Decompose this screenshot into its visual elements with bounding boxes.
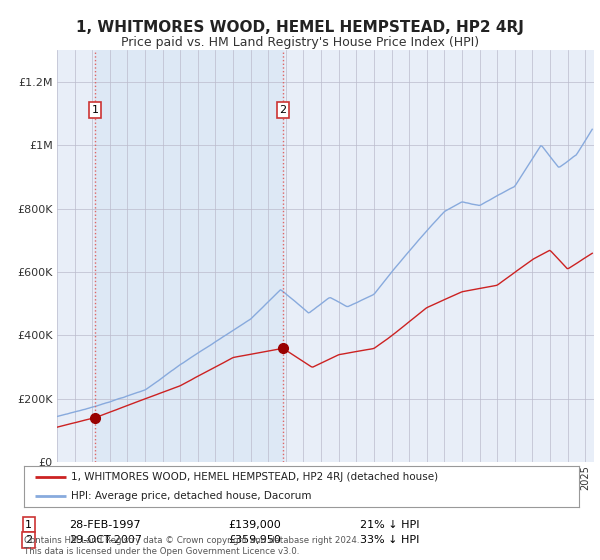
Text: £359,950: £359,950	[228, 535, 281, 545]
Text: Price paid vs. HM Land Registry's House Price Index (HPI): Price paid vs. HM Land Registry's House …	[121, 36, 479, 49]
Text: 21% ↓ HPI: 21% ↓ HPI	[360, 520, 419, 530]
Bar	[95, 50, 283, 462]
Text: 2: 2	[25, 535, 32, 545]
Text: 1, WHITMORES WOOD, HEMEL HEMPSTEAD, HP2 4RJ: 1, WHITMORES WOOD, HEMEL HEMPSTEAD, HP2 …	[76, 20, 524, 35]
Text: 29-OCT-2007: 29-OCT-2007	[69, 535, 142, 545]
Text: 2: 2	[280, 105, 286, 115]
Text: 1: 1	[25, 520, 32, 530]
Text: £139,000: £139,000	[228, 520, 281, 530]
Text: 1, WHITMORES WOOD, HEMEL HEMPSTEAD, HP2 4RJ (detached house): 1, WHITMORES WOOD, HEMEL HEMPSTEAD, HP2 …	[71, 473, 438, 482]
Text: 28-FEB-1997: 28-FEB-1997	[69, 520, 140, 530]
Text: 1: 1	[91, 105, 98, 115]
Text: Contains HM Land Registry data © Crown copyright and database right 2024.
This d: Contains HM Land Registry data © Crown c…	[24, 536, 359, 556]
Text: 33% ↓ HPI: 33% ↓ HPI	[360, 535, 419, 545]
Text: HPI: Average price, detached house, Dacorum: HPI: Average price, detached house, Daco…	[71, 491, 311, 501]
